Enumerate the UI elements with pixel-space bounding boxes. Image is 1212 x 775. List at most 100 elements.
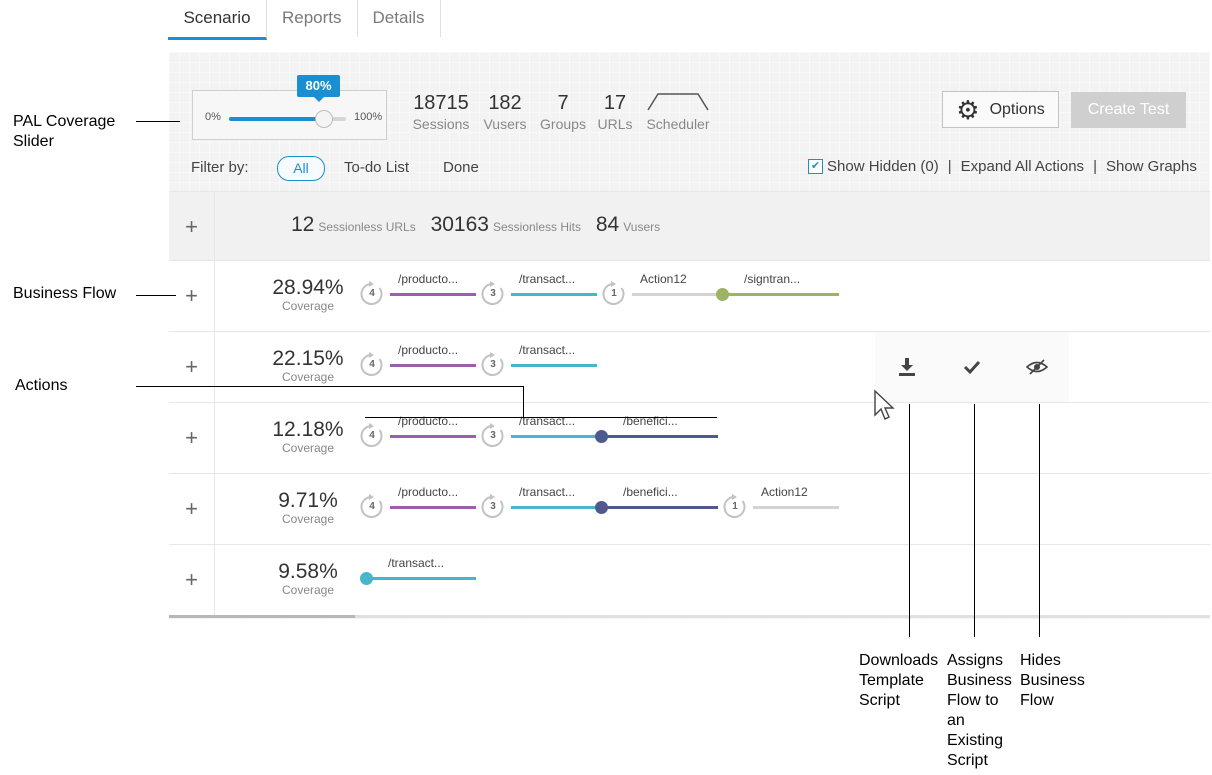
annotation-actions: Actions [15, 377, 68, 394]
action-line [390, 293, 476, 296]
download-template-button[interactable] [875, 332, 939, 402]
stat-label: URLs [597, 116, 633, 132]
create-test-button[interactable]: Create Test [1071, 92, 1186, 128]
hide-business-flow-button[interactable] [1005, 332, 1069, 402]
business-flow-row[interactable]: + 9.71% Coverage 4/producto... 3/transact… [169, 473, 1210, 544]
show-graphs-link[interactable]: Show Graphs [1105, 158, 1197, 175]
stat-value: 7 [557, 92, 569, 114]
action-line [511, 293, 597, 296]
repeat-count: 1 [732, 501, 738, 512]
show-hidden-checkbox[interactable]: ✔ [808, 159, 823, 174]
coverage-label: Coverage [281, 583, 335, 597]
coverage-label: Coverage [281, 512, 335, 526]
view-links: ✔ Show Hidden (0) | Expand All Actions |… [808, 158, 1197, 175]
slider-max-label: 100% [354, 111, 383, 123]
repeat-icon [481, 352, 504, 376]
stat-value: 182 [488, 92, 522, 114]
repeat-count-badge: 3 [480, 281, 506, 307]
sessionless-hits-label: Sessionless Hits [492, 220, 582, 234]
action-line [511, 435, 597, 438]
annotation-hides: Hides Business Flow [1020, 652, 1085, 709]
horizontal-scrollbar[interactable] [169, 615, 1210, 618]
tab-scenario[interactable]: Scenario [168, 0, 267, 40]
action-line [390, 364, 476, 367]
annotation-line [136, 386, 524, 387]
repeat-icon [723, 494, 746, 518]
scheduler-button[interactable]: Scheduler [645, 92, 711, 132]
plus-icon: + [185, 567, 198, 592]
action-label: /benefici... [623, 485, 678, 499]
stat-label: Sessions [412, 116, 470, 132]
coverage-percent: 9.58% [278, 560, 338, 583]
business-flow-row[interactable]: + 12.18% Coverage 4/producto... 3/transac… [169, 402, 1210, 473]
plus-icon: + [185, 214, 198, 239]
action-line [632, 293, 718, 296]
tab-bar: Scenario Reports Details [168, 0, 441, 40]
filter-label: Filter by: [191, 159, 249, 176]
action-line [601, 506, 718, 509]
repeat-count-badge: 4 [359, 494, 385, 520]
gear-icon: ⚙ [956, 94, 980, 125]
assign-check-icon [963, 360, 981, 375]
action-label: /signtran... [744, 272, 801, 286]
sessionless-hits-value: 30163 [430, 213, 489, 236]
filter-todo-button[interactable]: To-do List [344, 159, 410, 176]
expand-all-actions-link[interactable]: Expand All Actions [960, 158, 1085, 175]
repeat-icon [481, 423, 504, 447]
action-label: /transact... [519, 343, 576, 357]
slider-thumb[interactable] [314, 110, 333, 128]
stat-value: 17 [603, 92, 627, 114]
plus-icon: + [185, 354, 198, 379]
action-line [511, 506, 597, 509]
scrollbar-thumb[interactable] [169, 615, 355, 618]
coverage-percent: 28.94% [272, 276, 344, 299]
annotation-line [365, 417, 717, 418]
action-line [601, 435, 718, 438]
coverage-label: Coverage [281, 370, 335, 384]
expand-button[interactable]: + [169, 403, 215, 473]
stat-label: Groups [540, 116, 586, 132]
filter-done-button[interactable]: Done [443, 159, 479, 176]
tab-reports[interactable]: Reports [267, 0, 358, 37]
show-hidden-link[interactable]: Show Hidden (0) [827, 158, 939, 175]
coverage-label: Coverage [281, 441, 335, 455]
tab-details[interactable]: Details [358, 0, 441, 37]
repeat-icon [481, 494, 504, 518]
stat-urls: 17 URLs [597, 92, 633, 132]
stat-vusers: 182 Vusers [481, 92, 529, 132]
pal-coverage-slider[interactable]: 0% 100% [192, 90, 387, 140]
scenario-panel: 0% 100% 80% 18715 Sessions 182 Vusers 7 … [169, 52, 1210, 619]
coverage-label: Coverage [281, 299, 335, 313]
repeat-count-badge: 1 [722, 494, 748, 520]
business-flow-row[interactable]: + 28.94% Coverage 4/producto... 3/transac… [169, 260, 1210, 331]
slider-track[interactable] [229, 110, 346, 128]
expand-button[interactable]: + [169, 192, 215, 261]
action-line [390, 435, 476, 438]
annotation-assigns: Assigns Business Flow to an Existing Scr… [947, 652, 1012, 769]
annotation-line [136, 121, 180, 122]
repeat-count: 4 [369, 430, 375, 441]
expand-button[interactable]: + [169, 332, 215, 402]
row-hover-actions [875, 332, 1069, 402]
stat-value: 18715 [413, 92, 469, 114]
action-line [753, 506, 839, 509]
assign-to-script-button[interactable] [940, 332, 1004, 402]
action-label: Action12 [640, 272, 687, 286]
options-button[interactable]: ⚙ Options [942, 91, 1059, 128]
annotation-line [974, 404, 975, 637]
coverage: 9.58% Coverage [249, 560, 367, 597]
annotation-line [136, 295, 176, 296]
plus-icon: + [185, 425, 198, 450]
business-flow-row[interactable]: + 9.58% Coverage /transact... [169, 544, 1210, 616]
filter-all-button[interactable]: All [277, 156, 325, 181]
repeat-icon [360, 281, 383, 305]
vusers-value: 84 [595, 213, 620, 236]
download-template-icon [899, 358, 915, 376]
action-label: /transact... [519, 485, 576, 499]
action-line [390, 506, 476, 509]
expand-button[interactable]: + [169, 261, 215, 331]
expand-button[interactable]: + [169, 545, 215, 616]
coverage-percent: 12.18% [272, 418, 344, 441]
sessionless-urls-label: Sessionless URLs [318, 220, 416, 234]
expand-button[interactable]: + [169, 474, 215, 544]
